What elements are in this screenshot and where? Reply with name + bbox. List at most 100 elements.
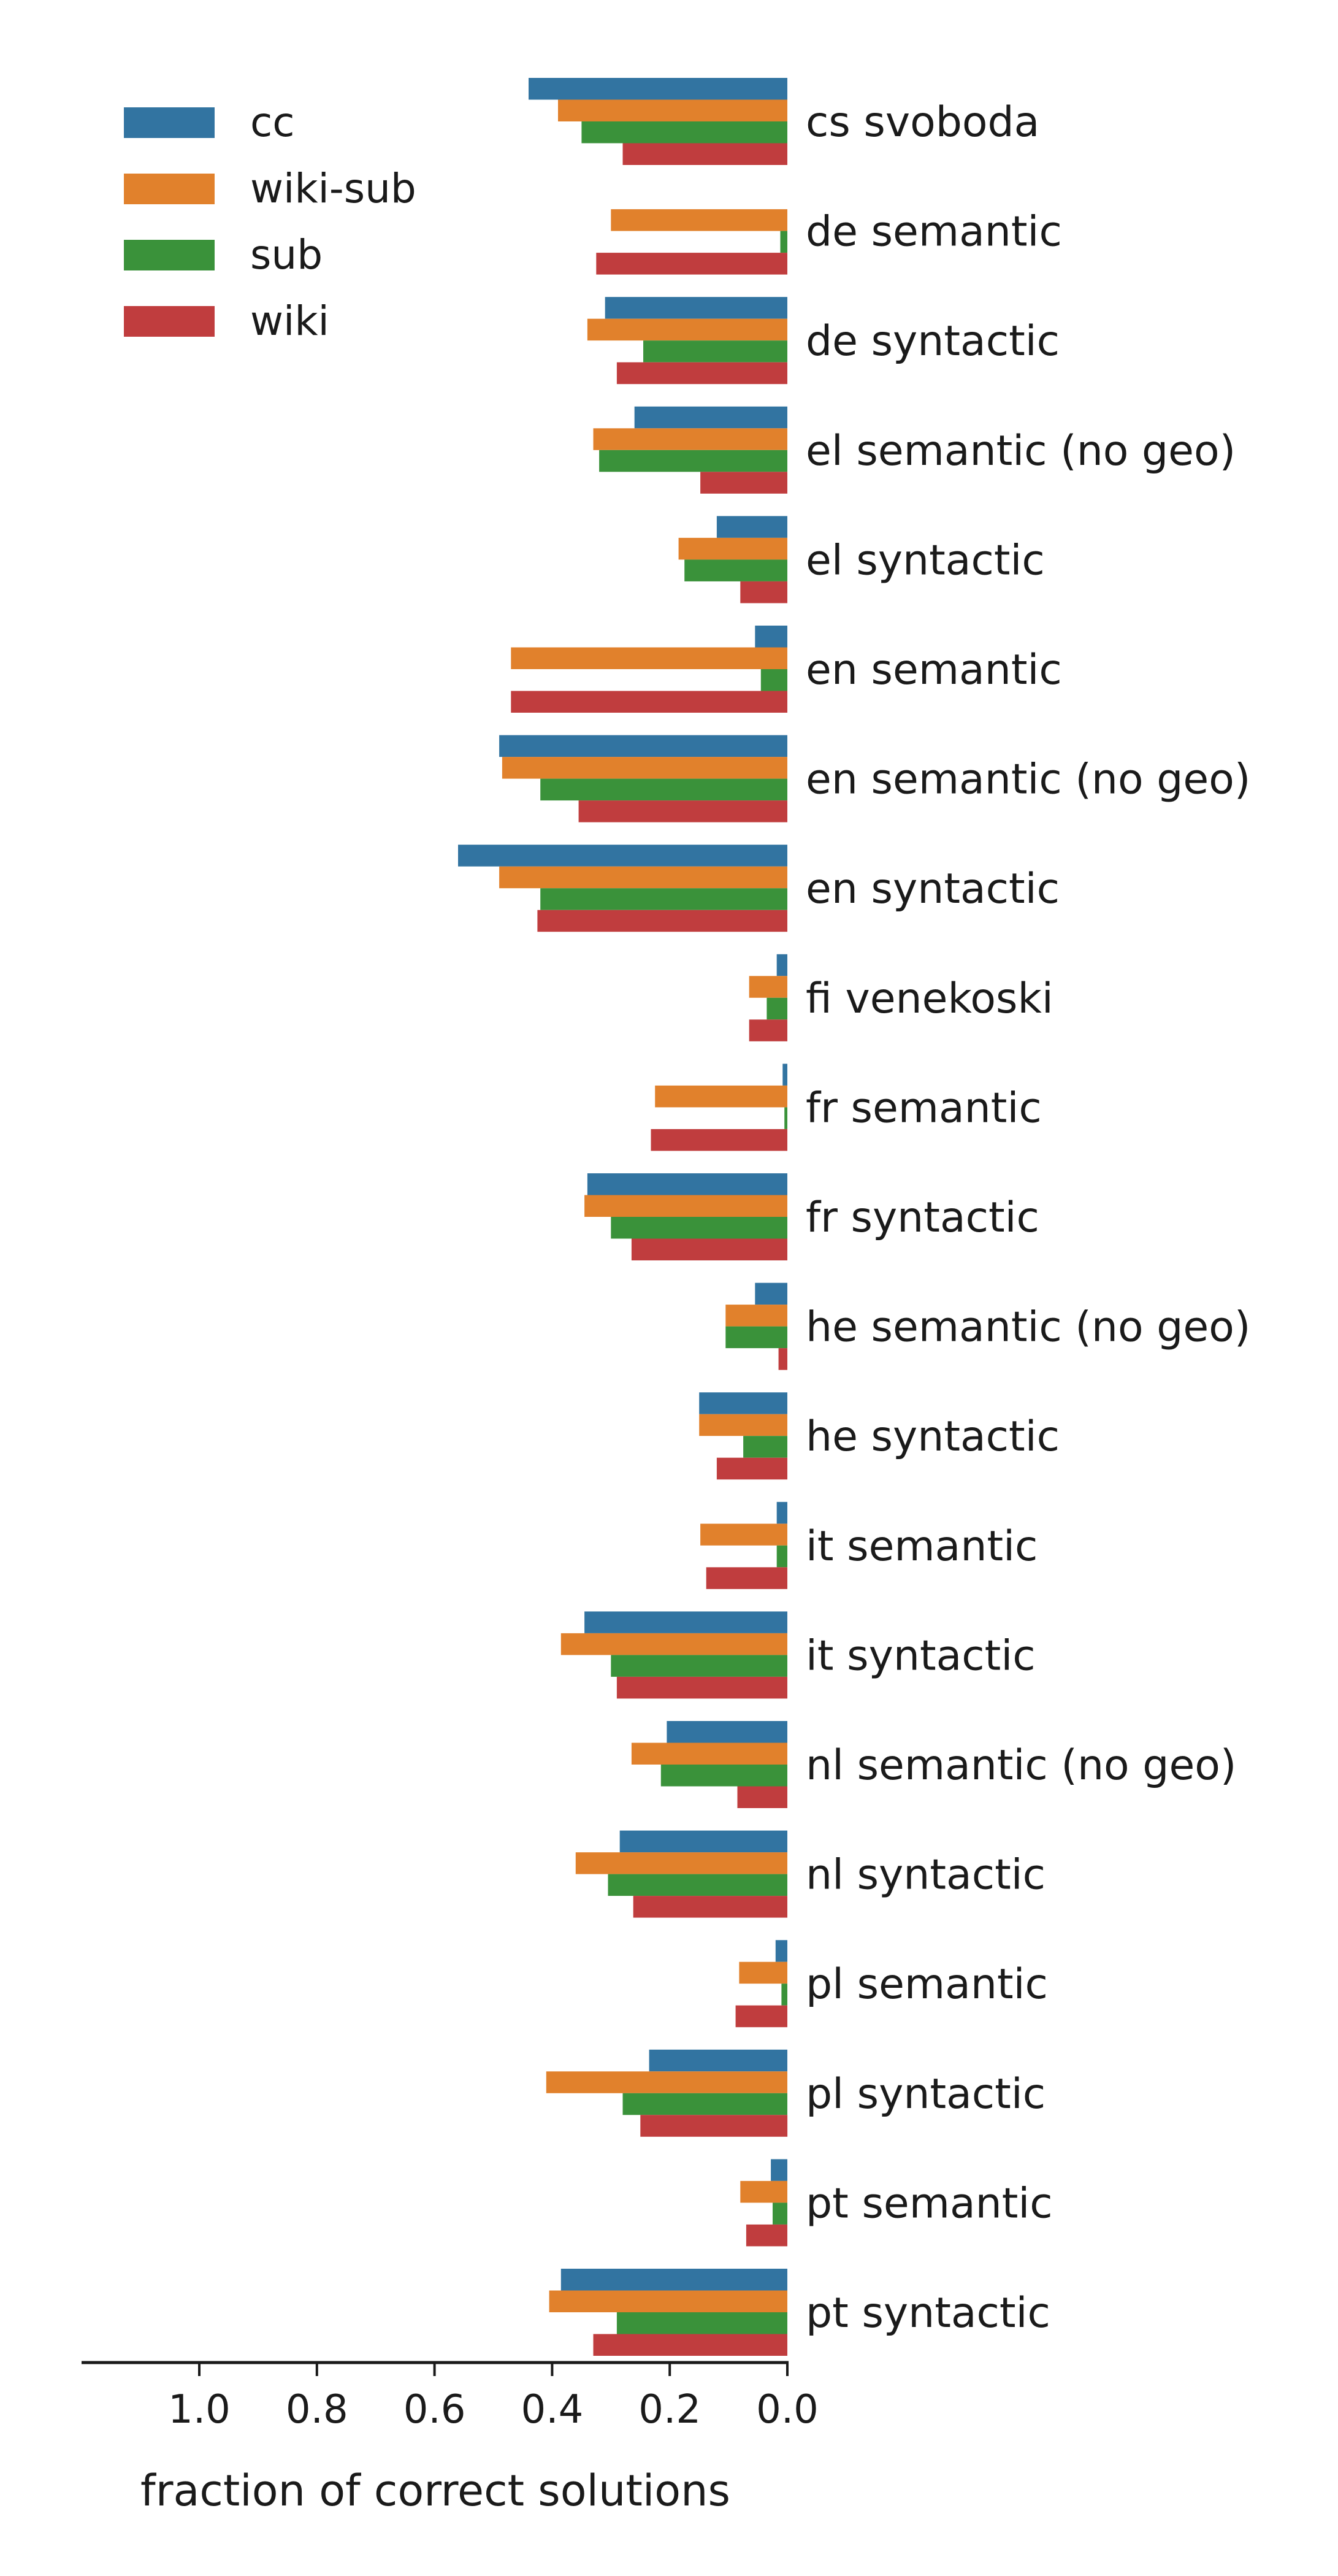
category-label: he semantic (no geo)	[806, 1303, 1250, 1352]
legend-swatch-wiki-sub	[124, 174, 215, 204]
bar-sub-13	[776, 1545, 787, 1568]
bar-wiki-sub-19	[740, 2180, 787, 2203]
bar-wiki-sub-18	[546, 2071, 787, 2093]
category-label: pt syntactic	[806, 2289, 1050, 2337]
legend: cc wiki-sub sub wiki	[124, 99, 416, 345]
legend-label-wiki: wiki	[250, 297, 329, 345]
bar-wiki-sub-15	[631, 1742, 787, 1765]
bar-sub-10	[611, 1217, 787, 1239]
bar-cc-5	[755, 626, 787, 648]
bar-wiki-sub-0	[558, 99, 787, 121]
bar-wiki-20	[593, 2334, 787, 2356]
category-label: he syntactic	[806, 1413, 1060, 1461]
bar-wiki-2	[616, 362, 787, 385]
bar-cc-3	[634, 406, 787, 429]
bar-wiki-sub-14	[560, 1633, 787, 1655]
category-label: pt semantic	[806, 2179, 1053, 2228]
category-label: en syntactic	[806, 865, 1060, 913]
bar-wiki-sub-8	[749, 976, 787, 998]
bar-wiki-sub-12	[699, 1414, 787, 1436]
bar-wiki-0	[622, 143, 787, 165]
bar-cc-6	[499, 735, 787, 757]
bar-wiki-sub-17	[739, 1961, 787, 1984]
bar-wiki-10	[631, 1238, 787, 1260]
bar-wiki-sub-2	[587, 318, 787, 341]
bar-cc-16	[619, 1830, 787, 1853]
category-label: it syntactic	[806, 1631, 1036, 1680]
bar-wiki-11	[778, 1348, 787, 1370]
category-label: cs svoboda	[806, 98, 1039, 147]
legend-swatch-wiki	[124, 306, 215, 337]
bar-cc-14	[584, 1611, 787, 1633]
x-tick-label: 0.8	[286, 2387, 348, 2432]
bar-cc-13	[776, 1501, 787, 1524]
legend-swatch-cc	[124, 107, 215, 138]
bar-sub-7	[540, 888, 787, 910]
bar-wiki-13	[706, 1567, 787, 1589]
bar-sub-19	[773, 2202, 787, 2225]
category-labels: cs svoboda de semantic de syntactic el sema…	[806, 98, 1250, 2337]
bar-wiki-sub-13	[700, 1524, 787, 1546]
category-label: nl syntactic	[806, 1851, 1046, 1899]
bar-cc-8	[776, 954, 787, 976]
bar-wiki-9	[651, 1129, 787, 1151]
bar-cc-20	[560, 2269, 787, 2291]
category-label: fr semantic	[806, 1084, 1042, 1132]
bar-sub-4	[684, 559, 787, 581]
bar-wiki-sub-1	[611, 209, 787, 231]
bar-wiki-4	[740, 581, 787, 604]
bar-wiki-1	[596, 253, 787, 275]
category-label: it semantic	[806, 1522, 1038, 1571]
bar-sub-11	[725, 1326, 787, 1349]
bar-wiki-3	[700, 472, 787, 494]
bar-cc-7	[458, 845, 787, 867]
x-tick-label: 1.0	[168, 2387, 231, 2432]
bar-wiki-sub-5	[511, 647, 787, 669]
bar-wiki-12	[716, 1457, 787, 1480]
x-tick-label: 0.2	[638, 2387, 701, 2432]
x-axis-title: fraction of correct solutions	[140, 2466, 730, 2516]
bar-wiki-sub-11	[725, 1305, 787, 1327]
bar-wiki-7	[537, 910, 787, 932]
bar-cc-10	[587, 1173, 787, 1195]
bar-cc-2	[605, 297, 787, 319]
bar-sub-12	[743, 1436, 787, 1458]
bar-wiki-8	[749, 1019, 787, 1041]
bar-sub-0	[581, 121, 787, 144]
legend-label-cc: cc	[250, 99, 295, 146]
category-label: de semantic	[806, 208, 1062, 256]
category-label: fr syntactic	[806, 1194, 1039, 1242]
bar-sub-9	[784, 1107, 787, 1129]
category-label: nl semantic (no geo)	[806, 1741, 1236, 1790]
bar-cc-12	[699, 1392, 787, 1414]
bar-wiki-5	[511, 691, 787, 713]
bar-sub-6	[540, 778, 787, 801]
legend-label-sub: sub	[250, 231, 323, 278]
bar-sub-3	[599, 450, 787, 472]
x-tick-label: 0.4	[521, 2387, 584, 2432]
bar-sub-8	[766, 997, 787, 1020]
category-label: de syntactic	[806, 317, 1060, 366]
category-label: el syntactic	[806, 536, 1045, 585]
x-tick-label: 0.6	[403, 2387, 466, 2432]
bar-wiki-14	[616, 1676, 787, 1699]
category-label: fi venekoski	[806, 975, 1053, 1023]
bar-wiki-6	[578, 800, 787, 822]
bar-cc-11	[755, 1282, 787, 1305]
bar-wiki-sub-3	[593, 428, 787, 450]
bar-cc-4	[716, 516, 787, 538]
bar-wiki-15	[737, 1786, 787, 1808]
x-tick-label: 0.0	[756, 2387, 819, 2432]
bar-cc-17	[775, 1940, 787, 1962]
legend-label-wiki-sub: wiki-sub	[250, 165, 416, 212]
bar-wiki-17	[735, 2005, 787, 2028]
bar-wiki-sub-16	[575, 1852, 787, 1874]
bar-cc-9	[782, 1064, 787, 1086]
bar-cc-19	[771, 2159, 787, 2181]
bars-group	[458, 78, 788, 2356]
bar-wiki-sub-7	[499, 866, 787, 889]
bar-sub-5	[760, 669, 787, 691]
bar-wiki-sub-9	[655, 1085, 787, 1108]
legend-swatch-sub	[124, 240, 215, 270]
